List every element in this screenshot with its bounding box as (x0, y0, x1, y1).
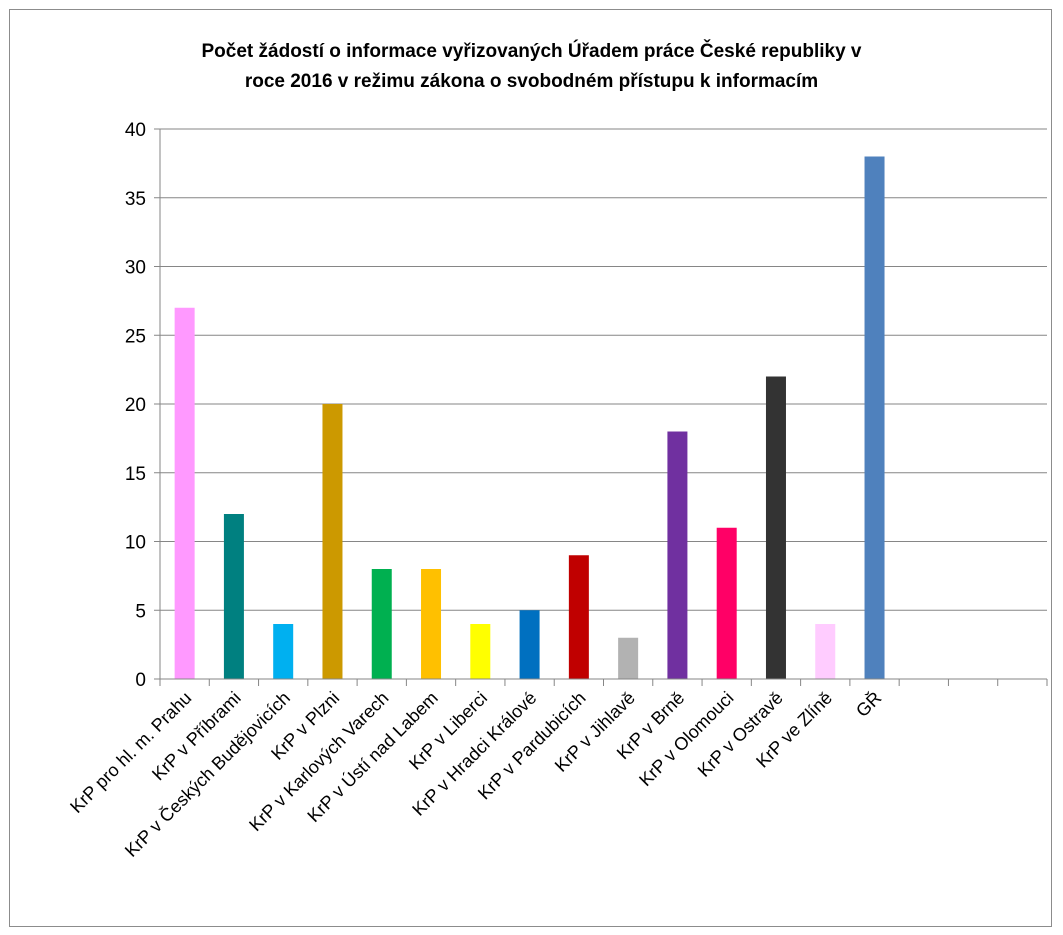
y-tick-label: 10 (125, 533, 146, 554)
bar (864, 156, 885, 679)
x-category-label: KrP v Ostravě (694, 688, 787, 781)
y-tick-label: 5 (135, 601, 146, 622)
bar (765, 376, 786, 679)
y-tick-label: 25 (125, 326, 146, 347)
bar (174, 307, 195, 679)
chart-title-line-1: Počet žádostí o informace vyřizovaných Ú… (201, 41, 862, 62)
y-tick-label: 40 (125, 120, 146, 141)
y-tick-label: 15 (125, 464, 146, 485)
bar (618, 637, 639, 679)
y-tick-label: 20 (125, 395, 146, 416)
bar (322, 404, 343, 679)
bar (519, 610, 540, 679)
bar (568, 555, 589, 679)
y-tick-label: 0 (135, 670, 146, 691)
bar (273, 624, 294, 679)
bar (421, 569, 442, 679)
bar (223, 514, 244, 679)
x-category-label: GŘ (852, 688, 885, 721)
bar (716, 527, 737, 679)
bar (667, 431, 688, 679)
bar (815, 624, 836, 679)
chart-title-line-2: roce 2016 v režimu zákona o svobodném př… (244, 71, 819, 92)
y-tick-label: 30 (125, 258, 146, 279)
chart-title: Počet žádostí o informace vyřizovaných Ú… (0, 37, 1063, 97)
y-tick-label: 35 (125, 189, 146, 210)
bar (371, 569, 392, 679)
bar (470, 624, 491, 679)
